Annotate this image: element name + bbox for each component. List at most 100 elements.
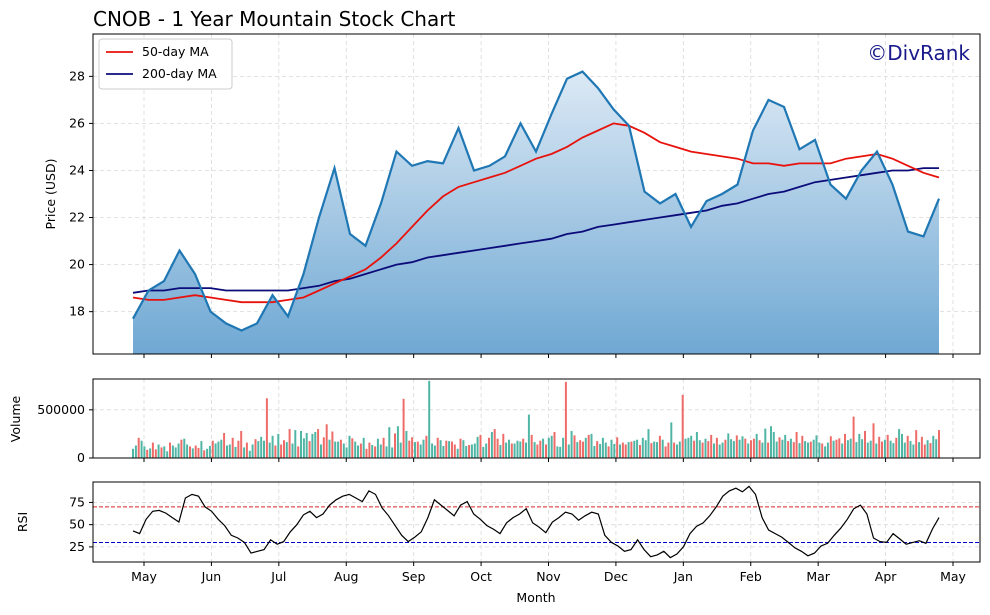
volume-bar — [345, 447, 348, 458]
volume-bar — [858, 433, 861, 458]
volume-bar — [695, 432, 698, 458]
volume-bar — [433, 445, 436, 458]
price-y-axis-label: Price (USD) — [43, 159, 58, 230]
price-y-tick-label: 28 — [69, 68, 85, 83]
volume-bar — [382, 437, 385, 458]
volume-bar — [732, 441, 735, 458]
volume-bar — [317, 429, 320, 458]
volume-bar — [197, 447, 200, 458]
volume-bar — [280, 444, 283, 458]
volume-bar — [527, 414, 530, 458]
volume-bar — [932, 435, 935, 458]
volume-bar — [468, 445, 471, 458]
volume-bar — [283, 440, 285, 458]
volume-bar — [667, 442, 670, 458]
legend: 50-day MA 200-day MA — [98, 38, 233, 90]
volume-bar — [177, 443, 180, 458]
volume-bar — [453, 444, 456, 458]
volume-bar — [869, 440, 872, 458]
volume-bar — [502, 433, 505, 458]
volume-bar — [186, 444, 189, 458]
volume-bar — [795, 432, 798, 458]
volume-bar — [750, 440, 752, 458]
volume-bar — [200, 441, 203, 458]
volume-bar — [206, 448, 209, 458]
volume-bar — [670, 422, 673, 458]
volume-bar — [658, 435, 661, 458]
volume-bar — [171, 445, 174, 458]
volume-bar — [735, 435, 738, 458]
volume-bar — [929, 443, 932, 458]
volume-bar — [926, 440, 929, 458]
volume-bar — [431, 443, 434, 458]
volume-bar — [533, 442, 536, 458]
x-tick-label: Jun — [201, 569, 222, 584]
x-tick-label: Nov — [536, 569, 561, 584]
volume-bar — [425, 435, 428, 458]
volume-y-axis-label: Volume — [8, 395, 23, 442]
volume-bar — [547, 437, 550, 458]
volume-y-tick: 500000 — [37, 402, 93, 417]
volume-bar — [137, 437, 140, 458]
volume-bar — [320, 444, 322, 458]
volume-bar — [465, 446, 468, 458]
volume-bar — [804, 441, 807, 458]
volume-bar — [359, 443, 362, 458]
x-tick-label: May — [940, 569, 966, 584]
volume-bar — [211, 440, 214, 458]
volume-bar — [508, 439, 510, 458]
volume-bar — [217, 441, 220, 458]
volume-bar — [522, 438, 525, 458]
volume-bar — [146, 449, 149, 458]
volume-bar — [157, 444, 160, 458]
rsi-y-tick-label: 50 — [69, 517, 85, 532]
volume-bar — [442, 446, 445, 458]
volume-bar — [260, 436, 263, 458]
price-y-tick-label: 22 — [69, 210, 85, 225]
volume-bar — [248, 450, 251, 458]
volume-bar — [855, 442, 858, 458]
volume-bar — [183, 438, 186, 458]
rsi-axes-frame — [92, 481, 981, 563]
volume-bar — [738, 439, 741, 458]
x-tick: Nov — [536, 562, 561, 584]
legend-ma200-label: 200-day MA — [142, 66, 217, 81]
volume-bar — [752, 438, 755, 458]
volume-panel: 0 500000 Volume — [8, 378, 981, 465]
volume-bar — [650, 443, 653, 458]
volume-bar — [402, 398, 405, 459]
volume-bar — [328, 439, 331, 458]
volume-bar — [644, 440, 647, 458]
rsi-y-tick: 50 — [69, 517, 93, 532]
volume-bar — [826, 442, 829, 458]
volume-bar — [294, 430, 297, 458]
volume-bar — [599, 444, 602, 458]
volume-bar — [656, 442, 658, 458]
volume-y-tick-label: 0 — [77, 450, 85, 465]
volume-bar — [470, 444, 473, 458]
volume-bar — [576, 442, 579, 458]
volume-bar — [134, 445, 137, 458]
volume-bar — [604, 442, 607, 458]
volume-bar — [263, 440, 265, 458]
volume-bar — [545, 444, 547, 458]
volume-bar — [194, 445, 197, 458]
volume-bar — [416, 441, 419, 458]
volume-bar — [140, 440, 143, 458]
volume-bar — [257, 441, 260, 458]
volume-bar — [821, 443, 824, 458]
volume-bar — [832, 440, 835, 458]
price-y-tick: 20 — [69, 257, 93, 272]
rsi-y-axis-label: RSI — [15, 512, 30, 532]
volume-y-tick: 0 — [77, 450, 93, 465]
volume-bar — [539, 440, 542, 458]
volume-bar — [339, 439, 342, 458]
volume-bar — [610, 439, 613, 458]
volume-bar — [676, 444, 678, 458]
volume-bar — [866, 442, 869, 458]
volume-bar — [758, 440, 761, 458]
volume-bar — [621, 442, 624, 458]
volume-bar — [365, 448, 368, 458]
volume-bar — [741, 436, 744, 458]
volume-bar — [584, 437, 587, 458]
